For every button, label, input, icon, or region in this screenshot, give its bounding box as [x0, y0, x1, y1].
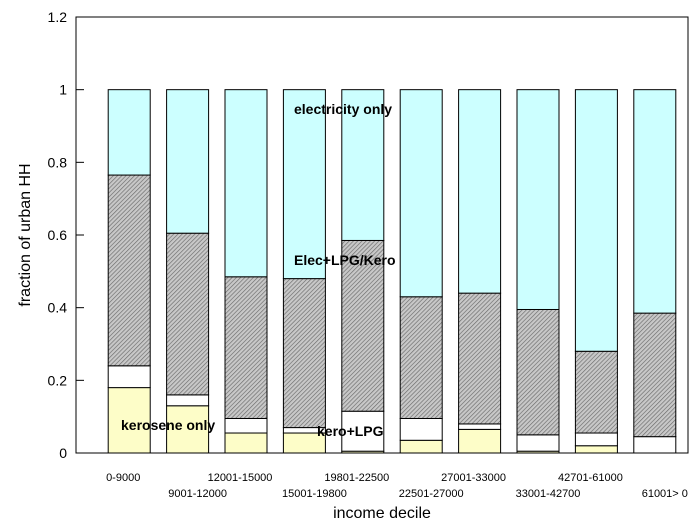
x-axis-title: income decile	[333, 505, 431, 522]
y-tick-label-1-2: 1.2	[48, 9, 68, 25]
x-tick-label-42701-61000: 42701-61000	[558, 472, 623, 484]
x-tick-label-0-9000: 0-9000	[106, 472, 140, 484]
bar-segment-kero-lpg-33001-42700	[516, 434, 560, 452]
bar-segment-kero-lpg-22501-27000	[399, 417, 443, 441]
x-tick-label-27001-33000: 27001-33000	[441, 472, 506, 484]
bar-segment-elec-lpg-kero-9001-12000	[166, 232, 210, 396]
y-tick-label-0: 0	[59, 445, 67, 461]
bar-segment-kerosene-only-22501-27000	[399, 439, 443, 454]
bar-segment-kero-lpg-27001-33000	[458, 423, 502, 430]
y-axis-title: fraction of urban HH	[17, 163, 34, 306]
bar-segment-electricity-only-12001-15000	[224, 89, 268, 278]
annotation-electricity-only: electricity only	[294, 101, 392, 117]
bar-segment-electricity-only-22501-27000	[399, 89, 443, 298]
y-tick-label-0-2: 0.2	[48, 372, 68, 388]
y-tick-label-1: 1	[59, 82, 67, 98]
x-axis: 0-9000 9001-12000 12001-15000 15001-19800 19…	[106, 472, 688, 500]
bar-segment-kero-lpg-12001-15000	[224, 417, 268, 434]
bar-segment-elec-lpg-kero-12001-15000	[224, 276, 268, 419]
bar-segment-electricity-only-9001-12000	[166, 89, 210, 234]
bar-segment-kerosene-only-9001-12000	[166, 405, 210, 454]
x-tick-label-9001-12000: 9001-12000	[168, 488, 227, 500]
bar-segment-electricity-only-61001-0	[633, 89, 677, 314]
bar-segment-kerosene-only-42701-61000	[574, 445, 618, 454]
x-tick-label-61001-0: 61001> 0	[642, 488, 688, 500]
bar-segment-kero-lpg-61001-0	[633, 436, 677, 454]
bar-segment-elec-lpg-kero-22501-27000	[399, 296, 443, 419]
bar-segment-electricity-only-0-9000	[107, 89, 151, 176]
bar-segment-elec-lpg-kero-19801-22500	[341, 239, 385, 412]
bar-segment-elec-lpg-kero-61001-0	[633, 312, 677, 438]
y-tick-label-0-8: 0.8	[48, 154, 68, 170]
x-tick-label-33001-42700: 33001-42700	[516, 488, 581, 500]
bar-segment-elec-lpg-kero-33001-42700	[516, 308, 560, 436]
x-tick-label-22501-27000: 22501-27000	[399, 488, 464, 500]
y-axis: 0 0.2 0.4 0.6 0.8 1 1.2	[48, 9, 84, 461]
bar-segment-elec-lpg-kero-15001-19800	[282, 278, 326, 429]
y-tick-label-0-4: 0.4	[48, 300, 68, 316]
bar-segment-elec-lpg-kero-27001-33000	[458, 292, 502, 425]
bar-segment-kero-lpg-0-9000	[107, 365, 151, 389]
x-tick-label-15001-19800: 15001-19800	[282, 488, 347, 500]
bar-segment-electricity-only-27001-33000	[458, 89, 502, 294]
y-tick-label-0-6: 0.6	[48, 227, 68, 243]
bar-segment-kerosene-only-12001-15000	[224, 432, 268, 454]
annotation-kerosene-only: kerosene only	[121, 417, 215, 433]
bar-segment-kero-lpg-9001-12000	[166, 394, 210, 407]
bar-segment-electricity-only-19801-22500	[341, 89, 385, 241]
x-tick-label-19801-22500: 19801-22500	[324, 472, 389, 484]
bar-segment-electricity-only-42701-61000	[574, 89, 618, 352]
annotation-elec-lpg-kero: Elec+LPG/Kero	[294, 252, 396, 268]
x-tick-label-12001-15000: 12001-15000	[208, 472, 273, 484]
bar-segment-kerosene-only-27001-33000	[458, 428, 502, 454]
bar-segment-electricity-only-33001-42700	[516, 89, 560, 310]
bar-segment-kero-lpg-19801-22500	[341, 410, 385, 452]
bar-segment-elec-lpg-kero-42701-61000	[574, 350, 618, 434]
bars-group	[107, 89, 677, 454]
bar-segment-elec-lpg-kero-0-9000	[107, 174, 151, 367]
bar-segment-electricity-only-15001-19800	[282, 89, 326, 280]
annotation-kero-lpg: kero+LPG	[317, 423, 384, 439]
bar-segment-kerosene-only-0-9000	[107, 387, 151, 454]
bar-segment-kero-lpg-42701-61000	[574, 432, 618, 447]
